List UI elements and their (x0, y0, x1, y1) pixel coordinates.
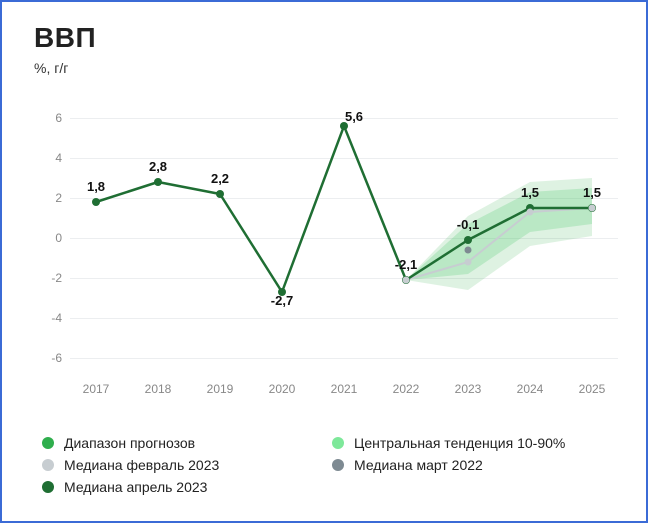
y-tick-label: -6 (34, 351, 62, 365)
plot: 1,8 2,8 2,2 -2,7 5,6 -2,1 -0,1 1,5 1,5 (70, 98, 618, 378)
point-label: 1,5 (583, 185, 601, 200)
chart-area: -6-4-20246 1,82,82,2-2,75,6-2,1-0,11,51,… (34, 98, 618, 398)
point-label: 1,5 (521, 185, 539, 200)
point-label: -0,1 (457, 217, 479, 232)
legend-label: Центральная тенденция 10-90% (354, 435, 565, 451)
x-tick-label: 2019 (207, 382, 234, 396)
legend-item: Центральная тенденция 10-90% (332, 435, 622, 451)
y-tick-label: 2 (34, 191, 62, 205)
median-apr-marker (464, 236, 472, 244)
x-tick-label: 2023 (455, 382, 482, 396)
chart-title: ВВП (34, 22, 638, 54)
median-feb-marker (589, 205, 596, 212)
legend-item: Медиана февраль 2023 (42, 457, 332, 473)
y-tick-label: -2 (34, 271, 62, 285)
x-tick-label: 2017 (83, 382, 110, 396)
y-tick-label: 6 (34, 111, 62, 125)
median-feb-marker (465, 259, 472, 266)
point-label: -2,7 (271, 293, 293, 308)
y-tick-label: 4 (34, 151, 62, 165)
legend-item: Диапазон прогнозов (42, 435, 332, 451)
point-label: -2,1 (395, 257, 417, 272)
plot-svg (70, 98, 618, 378)
legend-swatch (42, 437, 54, 449)
legend-swatch (332, 437, 344, 449)
point-label: 2,2 (211, 171, 229, 186)
x-tick-label: 2024 (517, 382, 544, 396)
legend-swatch (332, 459, 344, 471)
x-tick-label: 2025 (579, 382, 606, 396)
y-tick-label: 0 (34, 231, 62, 245)
chart-card: ВВП %, г/г -6 -4 -2 0 2 4 6 1,8 2,8 2,2 -2,7 5,6 -2… (0, 0, 648, 523)
legend: Диапазон прогнозов Центральная тенденция … (42, 435, 622, 501)
median-apr-marker (216, 190, 224, 198)
legend-swatch (42, 481, 54, 493)
median-mar22-marker (465, 247, 472, 254)
x-tick-label: 2022 (393, 382, 420, 396)
y-tick-label: -4 (34, 311, 62, 325)
point-label: 2,8 (149, 159, 167, 174)
chart-subtitle: %, г/г (34, 60, 638, 76)
x-axis-labels: 2017 2018 2019 2020 2021 2022 2023 2024 2025 (70, 382, 618, 398)
legend-swatch (42, 459, 54, 471)
x-tick-label: 2020 (269, 382, 296, 396)
legend-label: Медиана март 2022 (354, 457, 483, 473)
point-label: 1,8 (87, 179, 105, 194)
point-label: 5,6 (345, 109, 363, 124)
legend-label: Медиана февраль 2023 (64, 457, 219, 473)
legend-item: Медиана апрель 2023 (42, 479, 332, 495)
median-feb-marker (527, 209, 534, 216)
legend-label: Диапазон прогнозов (64, 435, 195, 451)
median-apr-marker (92, 198, 100, 206)
median-apr-marker (154, 178, 162, 186)
x-tick-label: 2021 (331, 382, 358, 396)
legend-item: Медиана март 2022 (332, 457, 622, 473)
legend-label: Медиана апрель 2023 (64, 479, 207, 495)
median-feb-marker (403, 277, 410, 284)
x-tick-label: 2018 (145, 382, 172, 396)
